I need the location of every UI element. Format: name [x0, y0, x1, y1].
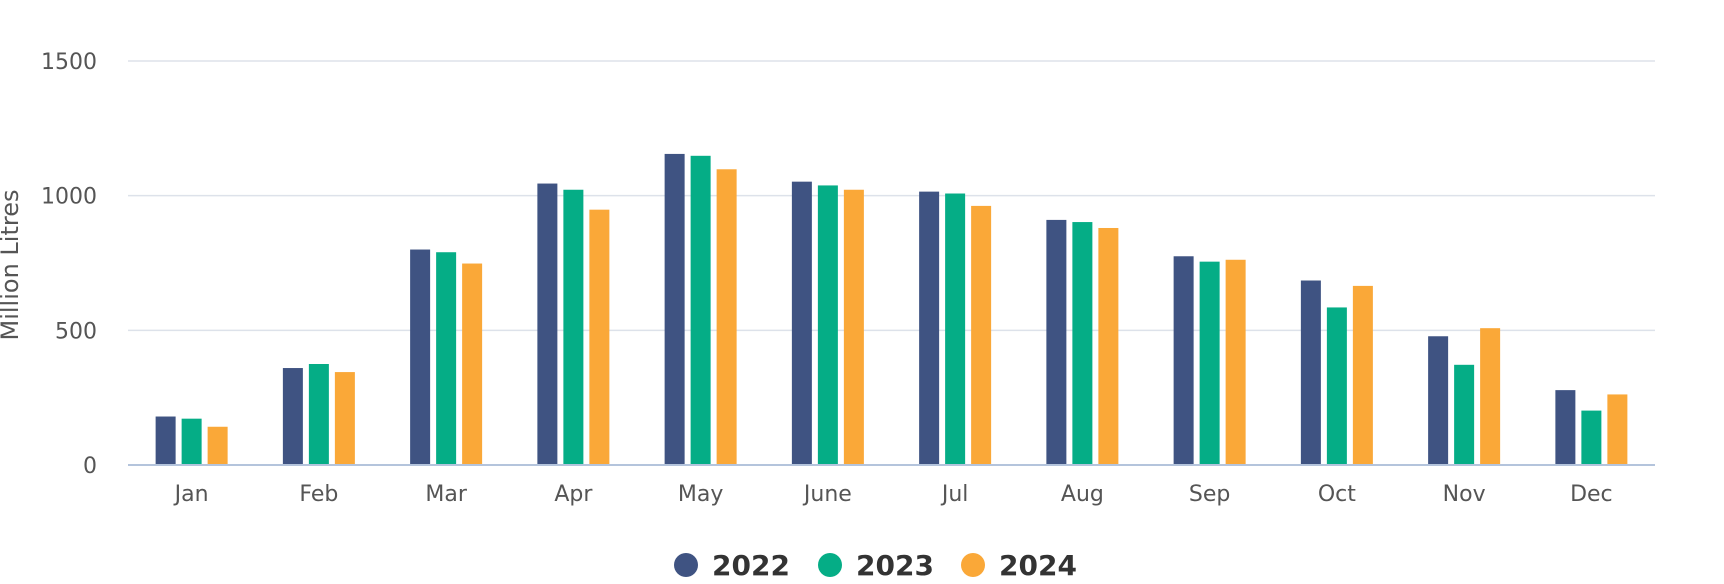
y-axis-title: Million Litres	[0, 190, 24, 341]
bar-2022-mar[interactable]	[410, 249, 431, 465]
x-tick-label: Feb	[299, 482, 338, 507]
legend-item-2024[interactable]: 2024	[961, 549, 1077, 582]
y-tick-label: 0	[83, 454, 97, 479]
bar-2023-dec[interactable]	[1581, 410, 1602, 465]
axis-layer: 0 500 1000 1500 Jan Feb Mar Apr May June Jul Aug Sep…	[41, 50, 1655, 507]
bar-2022-jul[interactable]	[919, 191, 940, 466]
x-tick-label: May	[678, 482, 723, 507]
legend-label: 2023	[856, 549, 934, 582]
bar-2022-may[interactable]	[664, 153, 685, 466]
legend-swatch	[818, 553, 842, 577]
bar-2023-mar[interactable]	[436, 252, 457, 465]
y-tick-label: 1500	[41, 50, 97, 75]
x-tick-label: Oct	[1318, 482, 1356, 507]
bar-2022-apr[interactable]	[537, 183, 558, 465]
x-tick-label: Dec	[1570, 482, 1613, 507]
bar-2024-dec[interactable]	[1607, 394, 1628, 465]
x-tick-label: Apr	[554, 482, 593, 507]
bar-2022-sep[interactable]	[1173, 256, 1194, 465]
x-tick-label: Sep	[1189, 482, 1230, 507]
bar-2024-jan[interactable]	[207, 426, 228, 465]
bar-2024-oct[interactable]	[1352, 285, 1373, 465]
bar-2022-dec[interactable]	[1555, 390, 1576, 465]
bar-2024-apr[interactable]	[589, 209, 610, 465]
bar-2024-mar[interactable]	[462, 263, 483, 465]
bar-2023-may[interactable]	[690, 155, 711, 465]
bar-2022-nov[interactable]	[1428, 336, 1449, 465]
bar-2022-oct[interactable]	[1300, 280, 1321, 465]
y-tick-label: 500	[55, 319, 97, 344]
bar-2024-aug[interactable]	[1098, 227, 1119, 465]
x-tick-label: June	[802, 482, 852, 507]
x-tick-label: Nov	[1443, 482, 1486, 507]
legend-item-2023[interactable]: 2023	[818, 549, 934, 582]
legend[interactable]: 2022 2023 2024	[674, 549, 1077, 582]
bar-2022-june[interactable]	[791, 181, 812, 466]
bar-2023-june[interactable]	[817, 185, 838, 465]
legend-swatch	[674, 553, 698, 577]
bar-2023-aug[interactable]	[1072, 222, 1093, 465]
bar-2024-feb[interactable]	[334, 372, 355, 465]
x-tick-label: Jan	[173, 482, 209, 507]
bar-2024-nov[interactable]	[1480, 328, 1501, 465]
x-tick-label: Aug	[1061, 482, 1104, 507]
bars-layer	[155, 153, 1628, 466]
bar-2023-jul[interactable]	[945, 193, 966, 465]
grid-layer	[128, 60, 1655, 332]
bar-2023-apr[interactable]	[563, 189, 584, 465]
bar-2023-oct[interactable]	[1326, 307, 1347, 465]
legend-label: 2022	[712, 549, 790, 582]
bar-2022-jan[interactable]	[155, 416, 176, 465]
bar-2022-aug[interactable]	[1046, 219, 1067, 465]
bar-2023-nov[interactable]	[1454, 364, 1475, 465]
bar-2023-sep[interactable]	[1199, 261, 1220, 465]
bar-2024-jul[interactable]	[971, 205, 992, 465]
legend-swatch	[961, 553, 985, 577]
bar-2024-june[interactable]	[843, 189, 864, 465]
y-tick-label: 1000	[41, 185, 97, 210]
legend-item-2022[interactable]: 2022	[674, 549, 790, 582]
x-tick-label: Mar	[425, 482, 467, 507]
bar-2023-jan[interactable]	[181, 418, 202, 465]
legend-label: 2024	[999, 549, 1077, 582]
bar-2024-may[interactable]	[716, 169, 737, 465]
bar-2022-feb[interactable]	[282, 368, 303, 465]
bar-2024-sep[interactable]	[1225, 259, 1246, 465]
bar-2023-feb[interactable]	[308, 364, 329, 465]
x-tick-label: Jul	[940, 482, 969, 507]
